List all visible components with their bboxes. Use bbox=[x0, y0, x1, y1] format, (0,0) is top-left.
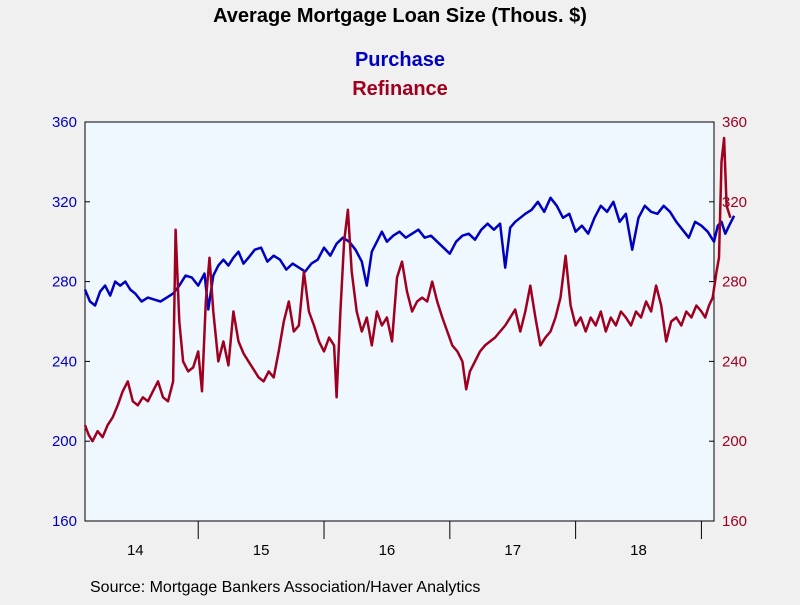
x-tick-label: 14 bbox=[127, 542, 144, 559]
y-left-tick-label: 200 bbox=[52, 433, 77, 450]
x-axis: 14 15 16 17 18 bbox=[127, 521, 702, 559]
y-axis-right: 160 200 240 280 320 360 bbox=[709, 114, 747, 530]
y-left-tick-label: 160 bbox=[52, 513, 77, 530]
x-tick-label: 18 bbox=[630, 542, 647, 559]
y-axis-left: 160 200 240 280 320 360 bbox=[52, 114, 90, 530]
x-tick-label: 15 bbox=[253, 542, 270, 559]
legend-purchase: Purchase bbox=[355, 49, 445, 71]
series-line-purchase bbox=[83, 196, 736, 311]
y-right-tick-label: 320 bbox=[722, 194, 747, 211]
y-right-tick-label: 280 bbox=[722, 274, 747, 291]
y-left-tick-label: 320 bbox=[52, 194, 77, 211]
x-tick-label: 16 bbox=[379, 542, 396, 559]
y-right-tick-label: 240 bbox=[722, 353, 747, 370]
y-left-tick-label: 360 bbox=[52, 114, 77, 131]
y-left-tick-label: 240 bbox=[52, 353, 77, 370]
y-right-tick-label: 360 bbox=[722, 114, 747, 131]
series-line-refinance bbox=[83, 136, 732, 443]
y-right-tick-label: 160 bbox=[722, 513, 747, 530]
y-right-tick-label: 200 bbox=[722, 433, 747, 450]
chart-title: Average Mortgage Loan Size (Thous. $) bbox=[213, 5, 587, 27]
legend-refinance: Refinance bbox=[352, 78, 448, 100]
y-left-tick-label: 280 bbox=[52, 274, 77, 291]
x-tick-label: 17 bbox=[504, 542, 521, 559]
source-note: Source: Mortgage Bankers Association/Hav… bbox=[90, 579, 480, 596]
